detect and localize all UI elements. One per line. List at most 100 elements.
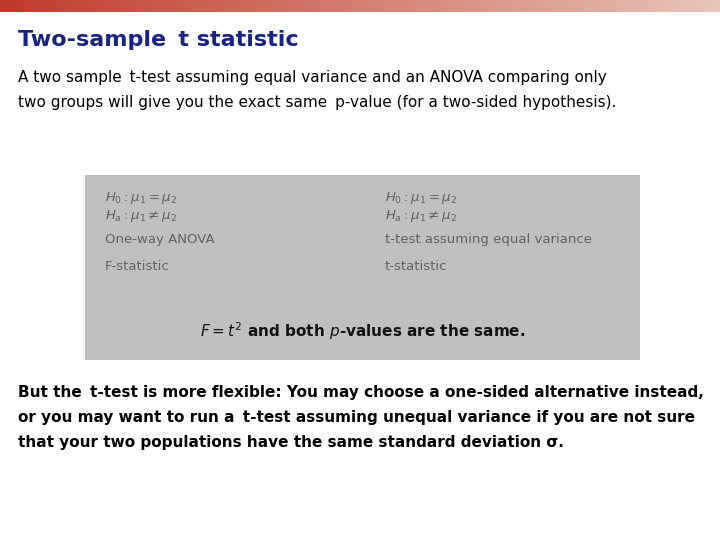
Bar xyxy=(600,0,603,12)
Bar xyxy=(574,0,576,12)
Bar xyxy=(36,0,38,12)
Bar xyxy=(437,0,439,12)
Bar xyxy=(77,0,79,12)
Bar xyxy=(374,0,377,12)
Bar xyxy=(115,0,117,12)
Text: t-test assuming equal variance: t-test assuming equal variance xyxy=(385,233,592,246)
Bar xyxy=(477,0,480,12)
Text: that your two populations have the same standard deviation σ.: that your two populations have the same … xyxy=(18,435,564,450)
Bar xyxy=(686,0,689,12)
Bar xyxy=(382,0,384,12)
Bar xyxy=(439,0,441,12)
Bar xyxy=(125,0,127,12)
Bar xyxy=(163,0,166,12)
Bar xyxy=(552,0,554,12)
Bar xyxy=(677,0,679,12)
Bar xyxy=(175,0,178,12)
Bar xyxy=(595,0,598,12)
Bar xyxy=(569,0,571,12)
Bar xyxy=(63,0,65,12)
Bar xyxy=(86,0,89,12)
Bar xyxy=(305,0,307,12)
Bar xyxy=(358,0,360,12)
Bar xyxy=(639,0,641,12)
Bar xyxy=(648,0,650,12)
Bar xyxy=(106,0,108,12)
Bar xyxy=(684,0,686,12)
Bar xyxy=(511,0,513,12)
Bar xyxy=(559,0,562,12)
Bar xyxy=(182,0,185,12)
Bar xyxy=(22,0,24,12)
Bar xyxy=(310,0,312,12)
Bar xyxy=(103,0,106,12)
Bar xyxy=(89,0,91,12)
Bar xyxy=(101,0,103,12)
Bar xyxy=(653,0,655,12)
Bar xyxy=(72,0,74,12)
Bar xyxy=(12,0,14,12)
Bar xyxy=(626,0,629,12)
Bar xyxy=(513,0,516,12)
Bar xyxy=(675,0,677,12)
Bar xyxy=(706,0,708,12)
Bar xyxy=(451,0,454,12)
Bar xyxy=(269,0,271,12)
Bar xyxy=(180,0,182,12)
Bar xyxy=(204,0,207,12)
Bar xyxy=(290,0,293,12)
Bar xyxy=(698,0,701,12)
Bar xyxy=(475,0,477,12)
Bar xyxy=(650,0,653,12)
Bar xyxy=(317,0,319,12)
Bar xyxy=(441,0,444,12)
Bar xyxy=(348,0,351,12)
Bar xyxy=(379,0,382,12)
Bar xyxy=(96,0,99,12)
Bar xyxy=(427,0,430,12)
Bar xyxy=(7,0,9,12)
Bar xyxy=(369,0,372,12)
Bar xyxy=(430,0,432,12)
Bar xyxy=(297,0,300,12)
Text: Two-sample  t statistic: Two-sample t statistic xyxy=(18,30,299,50)
Bar xyxy=(593,0,595,12)
Bar xyxy=(360,0,362,12)
Bar xyxy=(254,0,257,12)
Bar xyxy=(283,0,286,12)
Bar xyxy=(612,0,614,12)
Bar xyxy=(338,0,341,12)
Text: $H_0: \mu_1 = \mu_2$: $H_0: \mu_1 = \mu_2$ xyxy=(105,190,177,206)
Bar xyxy=(540,0,542,12)
Bar xyxy=(70,0,72,12)
Text: One-way ANOVA: One-way ANOVA xyxy=(105,233,215,246)
Bar xyxy=(667,0,670,12)
Bar xyxy=(516,0,518,12)
Bar xyxy=(531,0,533,12)
Bar xyxy=(307,0,310,12)
Bar xyxy=(130,0,132,12)
Bar xyxy=(691,0,693,12)
Bar xyxy=(139,0,142,12)
Bar xyxy=(432,0,434,12)
Bar xyxy=(480,0,482,12)
Bar xyxy=(135,0,137,12)
Bar xyxy=(629,0,631,12)
Bar xyxy=(528,0,531,12)
Bar xyxy=(679,0,682,12)
Bar xyxy=(672,0,675,12)
Bar xyxy=(99,0,101,12)
Bar xyxy=(187,0,189,12)
Bar xyxy=(144,0,146,12)
Bar xyxy=(225,0,228,12)
Bar xyxy=(81,0,84,12)
Bar xyxy=(322,0,324,12)
Bar xyxy=(245,0,247,12)
Text: $F = t^2$ and both $p$-values are the same.: $F = t^2$ and both $p$-values are the sa… xyxy=(199,320,525,342)
Bar xyxy=(571,0,574,12)
Bar xyxy=(293,0,295,12)
Bar xyxy=(202,0,204,12)
Bar xyxy=(389,0,391,12)
Bar xyxy=(603,0,605,12)
Bar xyxy=(319,0,322,12)
